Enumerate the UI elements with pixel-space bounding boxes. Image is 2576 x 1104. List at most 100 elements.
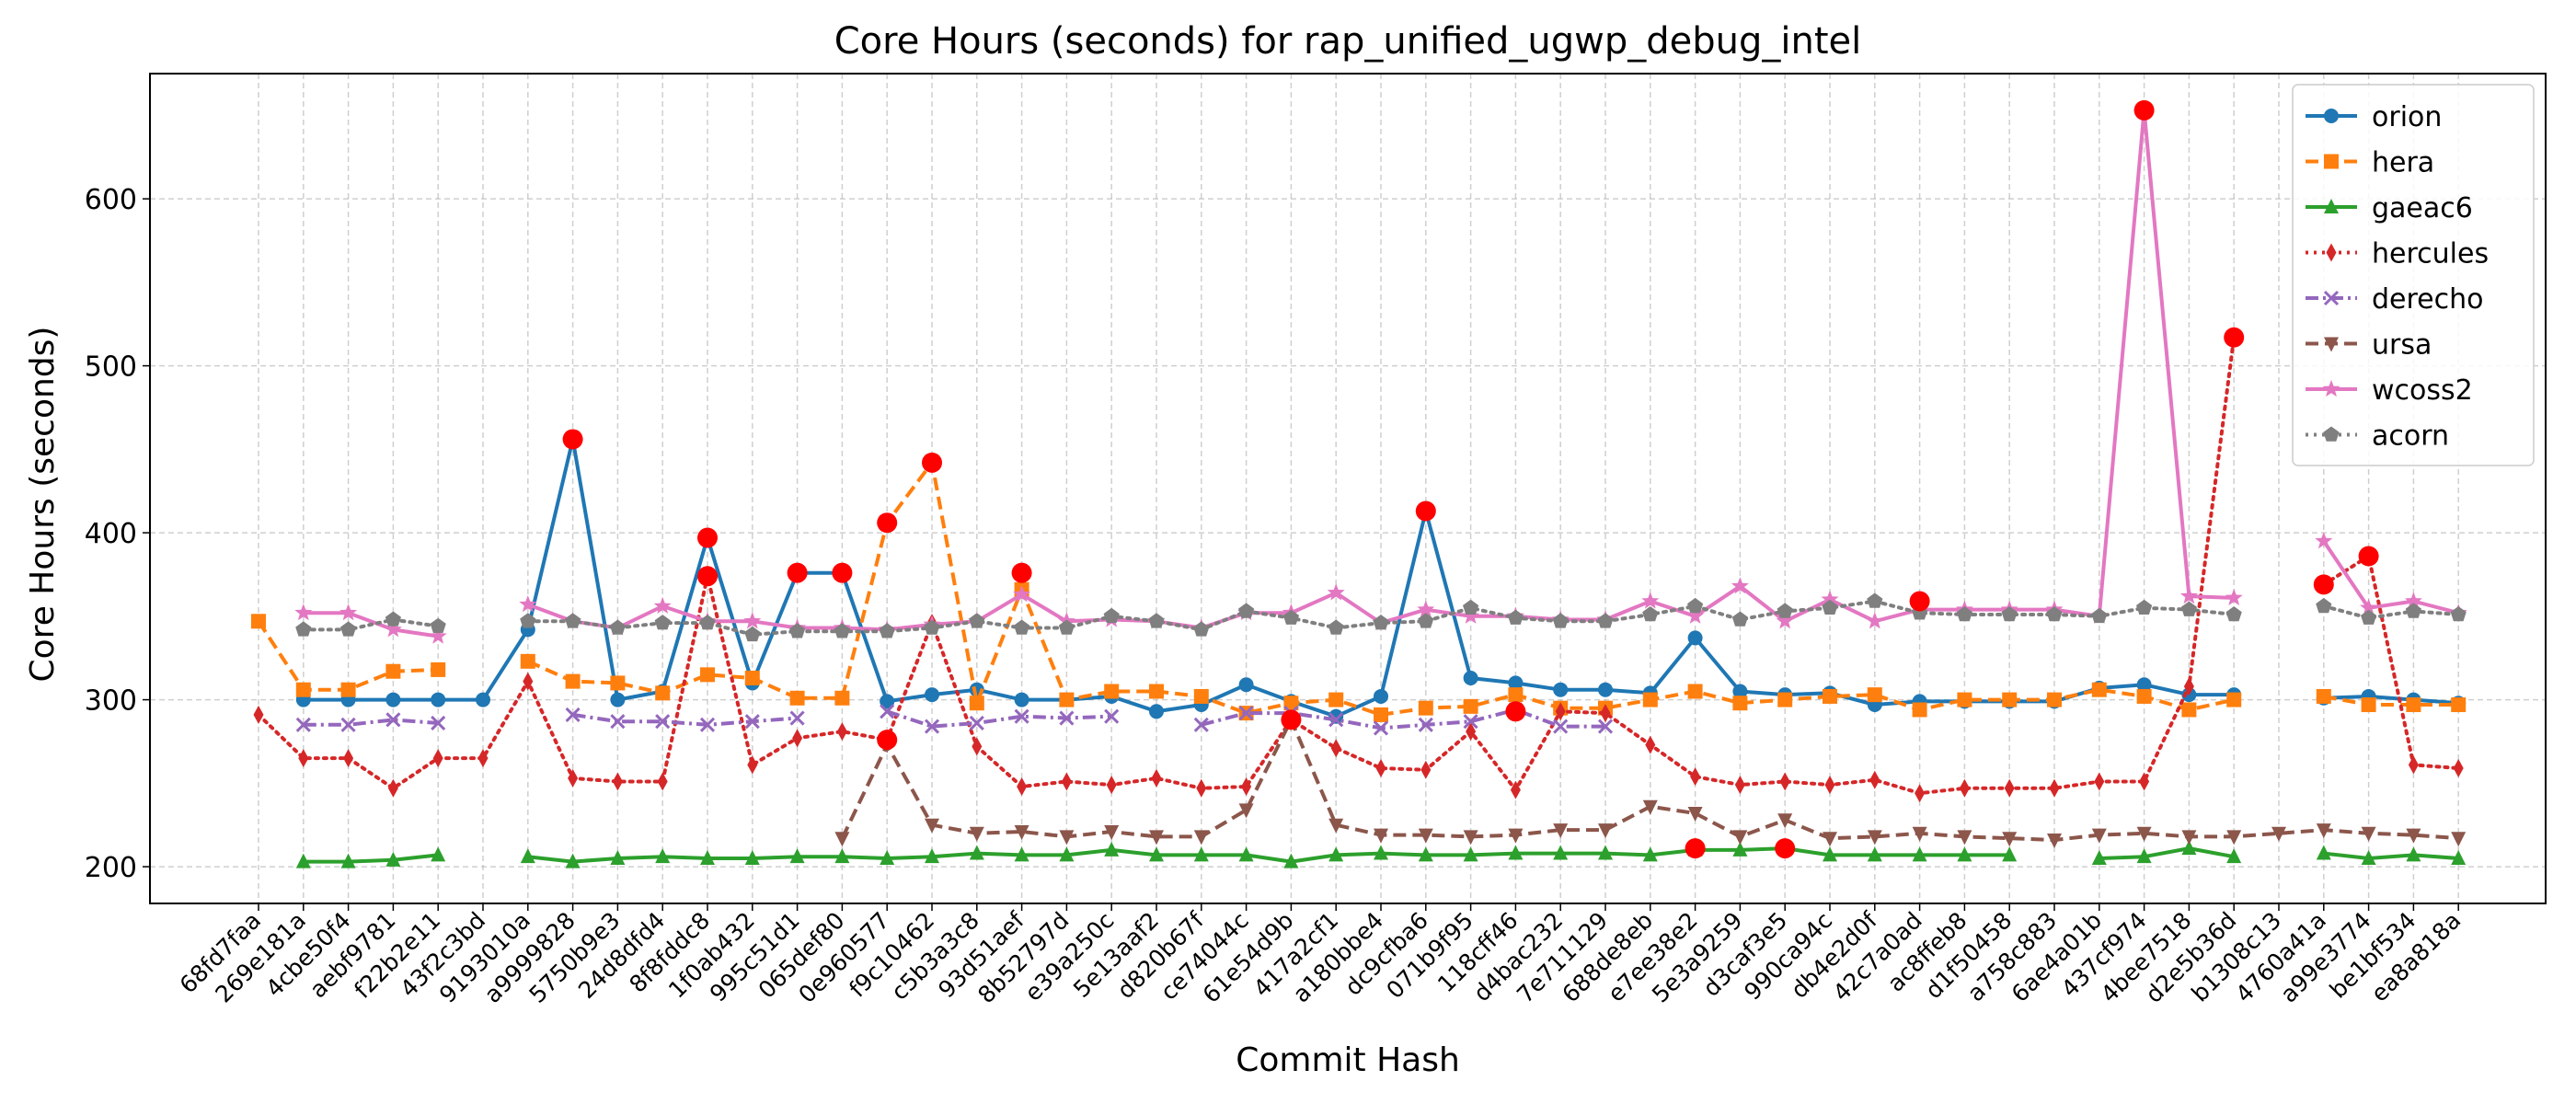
data-point-gaeac6 <box>1867 846 1882 862</box>
data-point-hercules <box>1915 784 1926 803</box>
data-point-acorn <box>969 613 985 628</box>
data-point-hercules <box>1555 702 1566 721</box>
data-point-acorn <box>654 615 671 630</box>
data-point-derecho <box>880 704 895 719</box>
data-point-wcoss2 <box>1776 612 1794 629</box>
data-point-wcoss2 <box>1417 600 1435 617</box>
data-point-gaeac6 <box>520 848 535 864</box>
data-point-hercules <box>1690 767 1701 787</box>
data-point-hercules <box>1061 772 1072 791</box>
legend-label: acorn <box>2372 420 2449 453</box>
data-point-acorn <box>1822 599 1838 615</box>
data-point-ursa <box>1104 824 1120 840</box>
data-point-orion <box>925 687 939 703</box>
data-point-hercules <box>1824 776 1835 795</box>
data-point-acorn <box>1238 603 1255 618</box>
data-point-wcoss2 <box>743 612 762 629</box>
data-point-acorn <box>1552 613 1569 628</box>
data-point-acorn <box>1148 613 1165 628</box>
data-point-hercules <box>1734 776 1745 795</box>
data-point-gaeac6 <box>1912 846 1927 862</box>
data-point-acorn <box>1731 611 1748 627</box>
legend-item-acorn: acorn <box>2306 420 2449 453</box>
data-point-hera <box>1777 692 1793 707</box>
outlier-point <box>877 512 898 534</box>
data-point-hercules <box>1151 768 1162 788</box>
data-point-acorn <box>2361 609 2377 625</box>
data-point-wcoss2 <box>1731 577 1749 594</box>
data-point-gaeac6 <box>295 853 311 868</box>
data-point-gaeac6 <box>1598 845 1613 860</box>
y-tick-label: 600 <box>85 184 137 216</box>
data-point-derecho <box>789 710 805 726</box>
data-point-ursa <box>834 832 850 847</box>
data-point-acorn <box>744 626 761 642</box>
legend-marker <box>2324 199 2339 213</box>
data-point-acorn <box>699 615 716 630</box>
data-point-derecho <box>1553 719 1569 734</box>
data-point-gaeac6 <box>880 849 895 865</box>
outlier-point <box>1281 709 1302 730</box>
legend-box <box>2292 84 2535 466</box>
data-point-hercules <box>1420 760 1432 779</box>
data-point-gaeac6 <box>610 849 626 865</box>
data-point-acorn <box>1956 606 1972 622</box>
legend-label: hera <box>2372 147 2434 179</box>
data-point-ursa <box>1463 830 1478 845</box>
plot-frame <box>149 73 2547 904</box>
data-point-wcoss2 <box>1641 592 1660 609</box>
data-point-hera <box>610 675 626 691</box>
data-point-ursa <box>1149 830 1164 845</box>
data-point-hercules <box>836 722 847 742</box>
data-point-derecho <box>1104 708 1120 724</box>
legend-item-ursa: ursa <box>2306 329 2432 362</box>
data-point-hera <box>744 670 760 685</box>
data-point-ursa <box>1912 826 1927 842</box>
data-point-ursa <box>1553 823 1569 839</box>
data-point-acorn <box>2001 606 2018 622</box>
outlier-point <box>1909 591 1930 612</box>
data-point-gaeac6 <box>1193 846 1209 862</box>
series-line-hercules <box>257 335 2237 796</box>
data-point-hera <box>700 667 715 683</box>
outlier-point <box>2358 546 2379 567</box>
data-point-derecho <box>340 717 356 732</box>
data-point-hera <box>1149 684 1164 699</box>
outlier-point <box>877 730 898 751</box>
data-point-hera <box>1193 688 1209 704</box>
data-point-hera <box>1867 687 1882 703</box>
data-point-wcoss2 <box>1462 606 1480 624</box>
data-point-wcoss2 <box>2315 532 2333 549</box>
data-point-derecho <box>744 714 760 730</box>
data-point-hera <box>2181 702 2197 718</box>
data-point-wcoss2 <box>1821 590 1839 607</box>
data-point-hercules <box>1375 758 1386 777</box>
legend-marker <box>2323 290 2340 306</box>
outlier-point <box>1415 500 1436 522</box>
data-point-hercules <box>1779 772 1790 791</box>
outlier-point <box>1775 838 1796 859</box>
series-line-wcoss2 <box>303 611 439 638</box>
data-point-hera <box>2406 697 2421 713</box>
data-point-hercules <box>1869 770 1880 789</box>
legend: orion hera gaeac6 hercules derecho ursa wcoss2… <box>2292 84 2535 466</box>
data-point-gaeac6 <box>340 853 356 868</box>
data-point-hera <box>834 690 850 706</box>
data-point-hera <box>655 685 671 701</box>
data-point-wcoss2 <box>2404 592 2422 609</box>
data-point-acorn <box>565 613 581 628</box>
data-point-derecho <box>1597 719 1614 734</box>
data-point-hercules <box>432 749 443 768</box>
data-point-ursa <box>969 826 984 842</box>
data-point-gaeac6 <box>1642 846 1658 862</box>
data-point-gaeac6 <box>2136 848 2152 864</box>
data-point-hercules <box>1241 776 1252 796</box>
data-point-hercules <box>1600 704 1611 723</box>
outlier-point <box>562 429 583 450</box>
data-point-orion <box>1238 677 1254 693</box>
data-point-ursa <box>1598 823 1613 839</box>
data-point-hera <box>1104 684 1120 699</box>
series-line-acorn <box>2321 604 2461 620</box>
data-point-gaeac6 <box>1014 846 1029 862</box>
data-point-ursa <box>1642 799 1658 815</box>
